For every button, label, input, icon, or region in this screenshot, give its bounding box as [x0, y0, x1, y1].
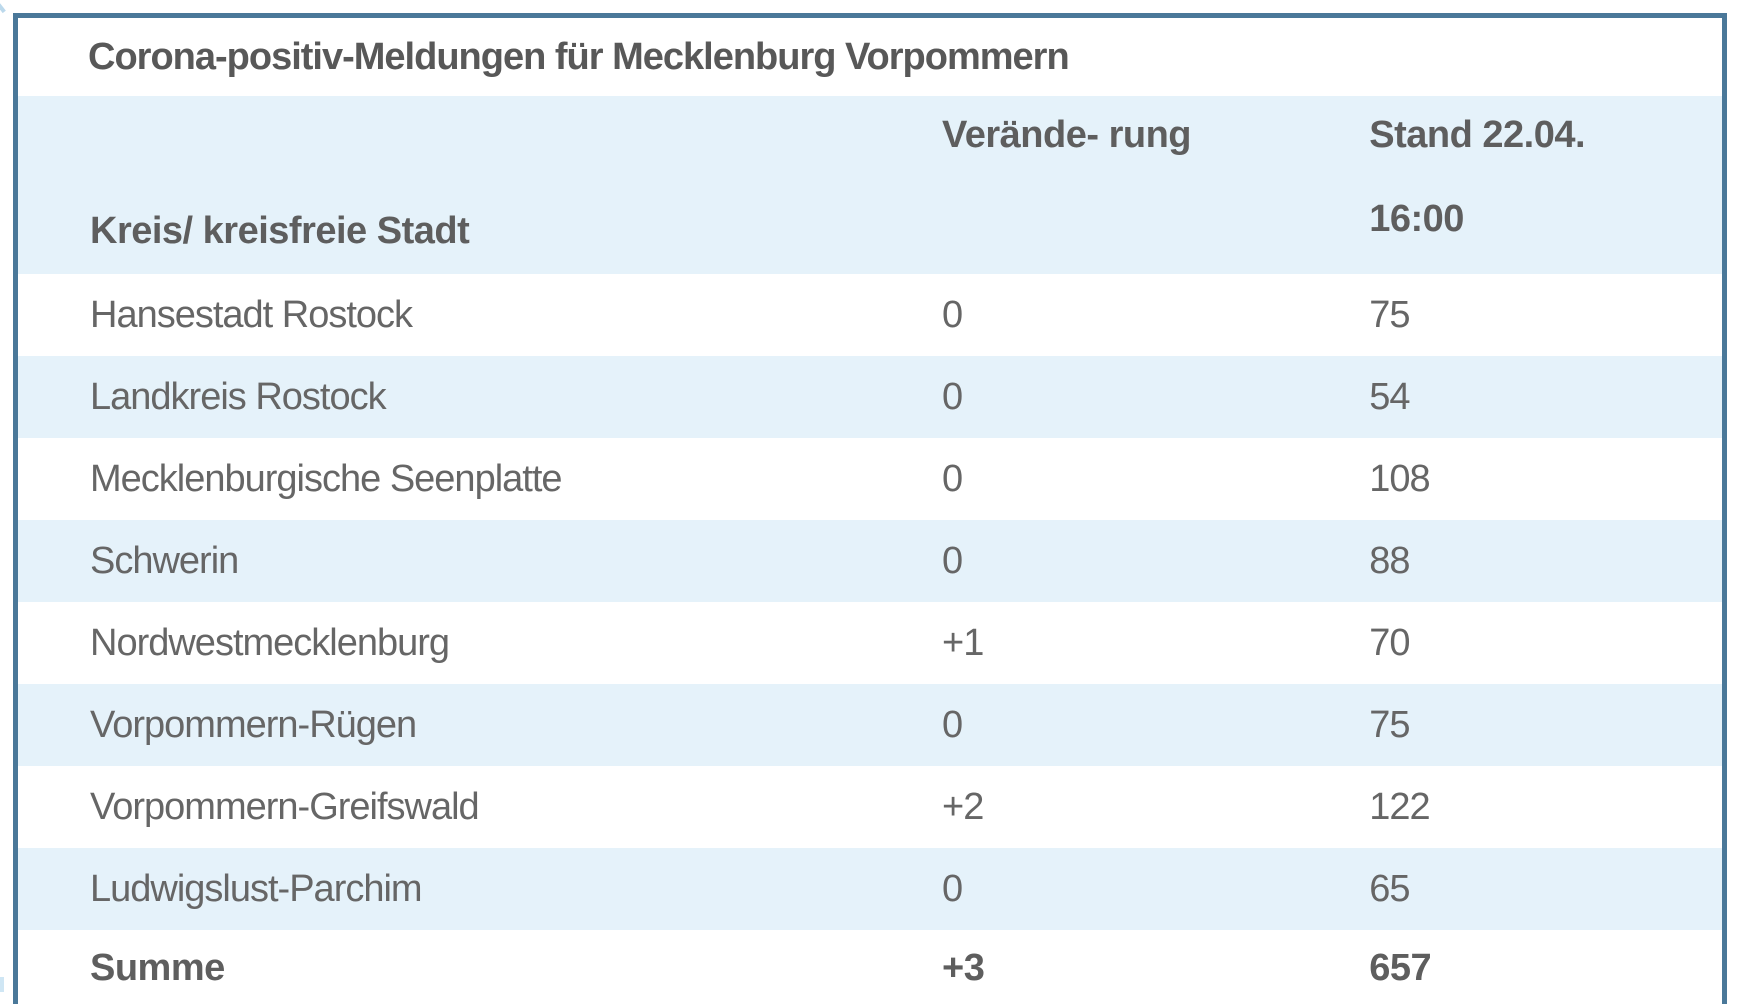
- column-header-veraenderung: Verände- rung: [870, 96, 1298, 274]
- row-name: Vorpommern-Greifswald: [90, 785, 480, 828]
- row-value: 75: [1369, 293, 1410, 336]
- row-change: +1: [942, 621, 984, 664]
- row-name: Landkreis Rostock: [15, 356, 870, 438]
- edge-artifact-bottom-left: [0, 977, 4, 992]
- row-value: 54: [1297, 356, 1725, 438]
- row-value: 70: [1369, 621, 1410, 664]
- edge-artifact-top-left: [0, 0, 6, 14]
- table-row: Schwerin 0 88: [15, 520, 1725, 602]
- row-value: 65: [1297, 848, 1725, 930]
- corona-cases-table: Corona-positiv-Meldungen für Mecklenburg…: [13, 13, 1727, 1004]
- total-change: +3: [942, 946, 985, 989]
- table-row: Mecklenburgische Seenplatte 0 108: [16, 438, 1725, 520]
- row-change: 0: [870, 684, 1298, 766]
- table-row: Ludwigslust-Parchim 0 65: [15, 848, 1725, 930]
- column-header-stand-date: Stand 22.04.: [1369, 114, 1586, 156]
- row-change: 0: [870, 356, 1298, 438]
- row-name: Hansestadt Rostock: [90, 293, 413, 336]
- table-row: Vorpommern-Rügen 0 75: [15, 684, 1725, 766]
- table-row: Nordwestmecklenburg +1 70: [16, 602, 1725, 684]
- table-header-row: Kreis/ kreisfreie Stadt Verände- rung St…: [15, 96, 1725, 274]
- table-row: Landkreis Rostock 0 54: [15, 356, 1725, 438]
- table-title: Corona-positiv-Meldungen für Mecklenburg…: [88, 35, 1070, 78]
- row-change: 0: [870, 848, 1298, 930]
- row-name: Mecklenburgische Seenplatte: [90, 457, 563, 500]
- row-name: Nordwestmecklenburg: [90, 621, 450, 664]
- row-change: 0: [942, 293, 963, 336]
- table-row: Hansestadt Rostock 0 75: [16, 274, 1725, 356]
- row-value: 108: [1369, 457, 1430, 500]
- row-change: 0: [942, 457, 963, 500]
- row-change: 0: [870, 520, 1298, 602]
- row-value: 122: [1369, 785, 1430, 828]
- row-name: Schwerin: [15, 520, 870, 602]
- row-value: 75: [1297, 684, 1725, 766]
- row-name: Vorpommern-Rügen: [15, 684, 870, 766]
- table-row: Vorpommern-Greifswald +2 122: [16, 766, 1725, 848]
- column-header-stand-time: 16:00: [1369, 198, 1464, 240]
- row-change: +2: [942, 785, 984, 828]
- total-value: 657: [1369, 946, 1432, 989]
- column-header-kreis: Kreis/ kreisfreie Stadt: [15, 96, 870, 274]
- total-label: Summe: [90, 946, 225, 989]
- row-name: Ludwigslust-Parchim: [15, 848, 870, 930]
- row-value: 88: [1297, 520, 1725, 602]
- table-total-row: Summe +3 657: [16, 930, 1725, 1004]
- column-header-stand: Stand 22.04. 16:00: [1297, 96, 1725, 274]
- table-title-row: Corona-positiv-Meldungen für Mecklenburg…: [16, 16, 1725, 97]
